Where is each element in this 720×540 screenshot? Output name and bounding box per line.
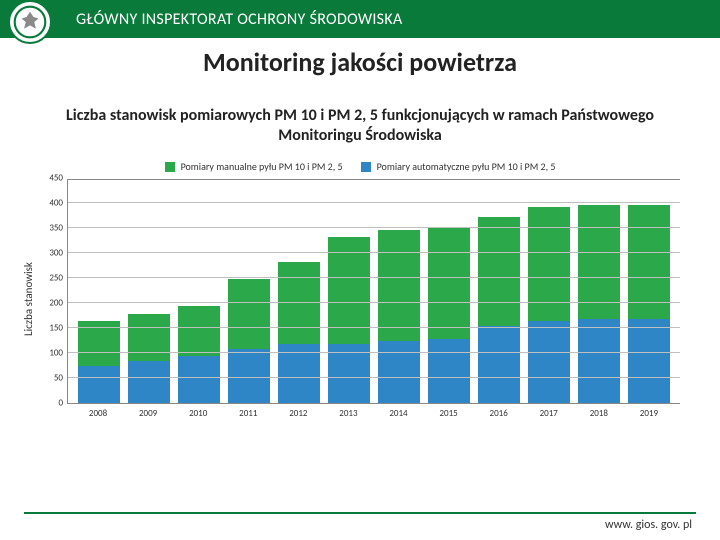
footer-url: www. gios. gov. pl [605,518,692,532]
x-tick: 2013 [323,408,373,419]
legend-auto: Pomiary automatyczne pyłu PM 10 i PM 2, … [361,160,556,173]
y-tick: 200 [49,298,68,309]
bar-seg-manual [528,207,570,321]
gridline [68,252,680,253]
x-tick: 2009 [123,408,173,419]
legend-swatch-manual [165,162,175,172]
gridline [68,327,680,328]
header-bar: GŁÓWNY INSPEKTORAT OCHRONY ŚRODOWISKA [0,0,720,38]
x-tick: 2018 [574,408,624,419]
bar-2010 [174,180,224,403]
bar-2008 [74,180,124,403]
legend-label-auto: Pomiary automatyczne pyłu PM 10 i PM 2, … [377,160,556,173]
y-tick: 100 [49,348,68,359]
bar-2017 [524,180,574,403]
legend-swatch-auto [361,162,371,172]
y-axis-label: Liczba stanowisk [20,179,37,419]
gridline [68,302,680,303]
bar-seg-manual [428,227,470,339]
gridline [68,352,680,353]
x-tick: 2017 [524,408,574,419]
bar-seg-auto [178,356,220,403]
y-tick: 150 [49,323,68,334]
bar-seg-auto [78,366,120,403]
bar-seg-auto [628,319,670,403]
chart: Liczba stanowisk 05010015020025030035040… [20,179,680,419]
bar-seg-auto [378,341,420,403]
bar-seg-manual [128,314,170,361]
y-tick: 400 [49,198,68,209]
org-logo [8,0,52,44]
y-tick: 450 [49,173,68,184]
bar-2019 [624,180,674,403]
bar-seg-auto [428,339,470,403]
y-tick: 300 [49,248,68,259]
y-tick: 250 [49,273,68,284]
y-tick: 350 [49,223,68,234]
y-tick: 0 [58,398,68,409]
bar-2014 [374,180,424,403]
x-tick: 2010 [173,408,223,419]
x-tick: 2016 [474,408,524,419]
footer-divider [24,512,696,514]
bar-seg-auto [578,319,620,403]
header-title: GŁÓWNY INSPEKTORAT OCHRONY ŚRODOWISKA [76,10,403,29]
plot-area: 050100150200250300350400450 [67,179,680,404]
bar-seg-manual [178,306,220,356]
gridline [68,227,680,228]
gridline [68,277,680,278]
y-tick: 50 [54,373,68,384]
bar-seg-auto [128,361,170,403]
bar-2016 [474,180,524,403]
legend-manual: Pomiary manualne pyłu PM 10 i PM 2, 5 [165,160,343,173]
chart-subtitle: Liczba stanowisk pomiarowych PM 10 i PM … [40,106,680,146]
x-tick: 2015 [424,408,474,419]
bar-2018 [574,180,624,403]
bar-seg-manual [478,217,520,326]
legend-label-manual: Pomiary manualne pyłu PM 10 i PM 2, 5 [181,160,343,173]
bar-2015 [424,180,474,403]
page-title: Monitoring jakości powietrza [0,46,720,78]
bar-seg-auto [228,349,270,404]
bar-seg-manual [378,230,420,342]
bar-2013 [324,180,374,403]
bar-2011 [224,180,274,403]
x-tick: 2019 [624,408,674,419]
x-axis-labels: 2008200920102011201220132014201520162017… [67,408,680,419]
legend: Pomiary manualne pyłu PM 10 i PM 2, 5 Po… [0,160,720,173]
gridline [68,377,680,378]
bars-container [68,180,680,403]
bar-2012 [274,180,324,403]
x-tick: 2011 [223,408,273,419]
gridline [68,202,680,203]
bar-seg-manual [228,279,270,348]
bar-2009 [124,180,174,403]
bar-seg-auto [528,321,570,403]
x-tick: 2008 [73,408,123,419]
x-tick: 2012 [273,408,323,419]
bar-seg-auto [478,326,520,403]
x-tick: 2014 [373,408,423,419]
